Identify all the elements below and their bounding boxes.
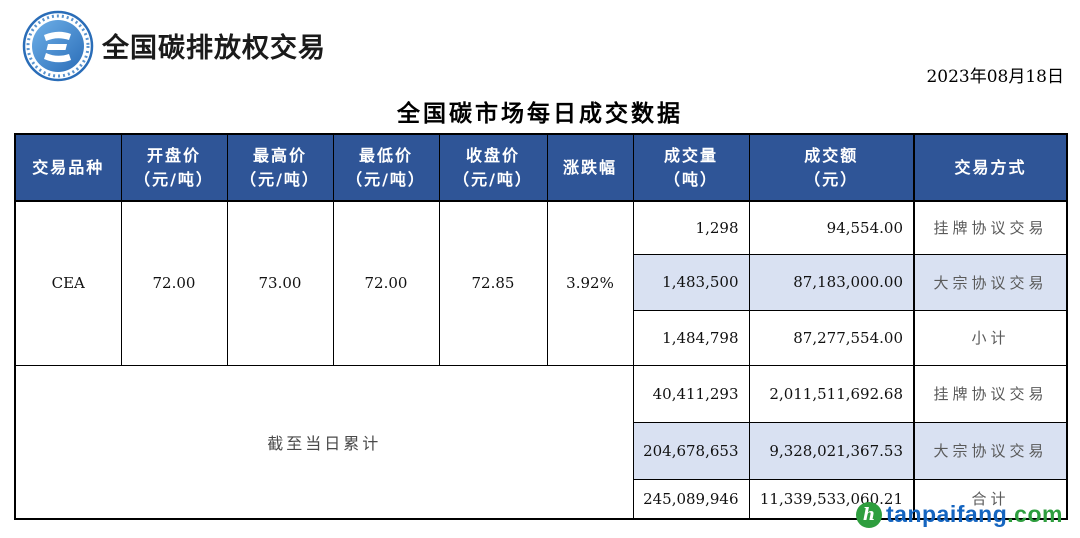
tanpaifang-leaf-icon: h — [856, 501, 882, 528]
cell-amount: 11,339,533,060.21 — [748, 478, 915, 520]
col-header-change: 涨跌幅 — [546, 133, 634, 202]
cell-subtotal-label: 小计 — [913, 309, 1068, 366]
watermark-main: tanpaifang — [886, 501, 1008, 527]
col-header-amount: 成交额 （元） — [748, 133, 915, 202]
cell-amount: 87,183,000.00 — [748, 253, 915, 311]
cell-open-price: 72.00 — [120, 200, 228, 366]
watermark-suffix: .com — [1007, 501, 1063, 527]
cell-amount: 94,554.00 — [748, 200, 915, 255]
table-row: 截至当日累计 40,411,293 2,011,511,692.68 挂牌协议交… — [14, 364, 1068, 520]
col-header-method: 交易方式 — [913, 133, 1068, 202]
cell-total-label: 合计 — [913, 478, 1068, 520]
col-header-close: 收盘价 （元/吨） — [438, 133, 548, 202]
cell-change-percent: 3.92% — [546, 200, 634, 366]
carbon-exchange-logo-icon — [22, 10, 94, 82]
cell-volume: 245,089,946 — [632, 478, 750, 520]
cell-amount: 87,277,554.00 — [748, 309, 915, 366]
cell-volume: 1,298 — [632, 200, 750, 255]
table-header-row: 交易品种 开盘价 （元/吨） 最高价 （元/吨） 最低价 （元/吨） 收盘价 （… — [14, 133, 1068, 202]
col-header-open: 开盘价 （元/吨） — [120, 133, 228, 202]
col-header-low: 最低价 （元/吨） — [332, 133, 440, 202]
report-date: 2023年08月18日 — [926, 67, 1064, 87]
brand-title: 全国碳排放权交易 — [102, 33, 326, 64]
col-header-variety: 交易品种 — [14, 133, 122, 202]
table-row: CEA 72.00 73.00 72.00 72.85 3.92% 1,298 … — [14, 200, 1068, 366]
cell-volume: 204,678,653 — [632, 421, 750, 480]
cell-method: 大宗协议交易 — [913, 253, 1068, 311]
table-row: 245,089,946 11,339,533,060.21 合计 — [15, 478, 1068, 520]
cell-amount: 9,328,021,367.53 — [748, 421, 915, 480]
cell-close-price: 72.85 — [438, 200, 548, 366]
cell-volume: 40,411,293 — [632, 364, 750, 423]
col-header-high: 最高价 （元/吨） — [226, 133, 334, 202]
daily-trading-table: 交易品种 开盘价 （元/吨） 最高价 （元/吨） 最低价 （元/吨） 收盘价 （… — [14, 133, 1068, 520]
cell-method: 大宗协议交易 — [913, 421, 1068, 480]
cell-low-price: 72.00 — [332, 200, 440, 366]
cell-cumulative-label: 截至当日累计 — [14, 364, 634, 520]
cell-high-price: 73.00 — [226, 200, 334, 366]
top-brand-bar: 全国碳排放权交易 2023年08月18日 — [0, 0, 1080, 92]
page-title: 全国碳市场每日成交数据 — [397, 100, 683, 127]
col-header-volume: 成交量 （吨） — [632, 133, 750, 202]
watermark-text: tanpaifang.com — [886, 501, 1063, 528]
cell-volume: 1,484,798 — [632, 309, 750, 366]
cell-method: 挂牌协议交易 — [913, 200, 1068, 255]
cell-variety: CEA — [14, 200, 122, 366]
cell-amount: 2,011,511,692.68 — [748, 364, 915, 423]
tanpaifang-watermark-link[interactable]: h tanpaifang.com — [856, 501, 1063, 528]
cell-volume: 1,483,500 — [632, 253, 750, 311]
cell-method: 挂牌协议交易 — [913, 364, 1068, 423]
table-row: 1,483,500 87,183,000.00 大宗协议交易 — [15, 253, 1068, 311]
table-row: 1,484,798 87,277,554.00 小计 — [15, 309, 1068, 366]
table-row: 204,678,653 9,328,021,367.53 大宗协议交易 — [15, 421, 1068, 480]
